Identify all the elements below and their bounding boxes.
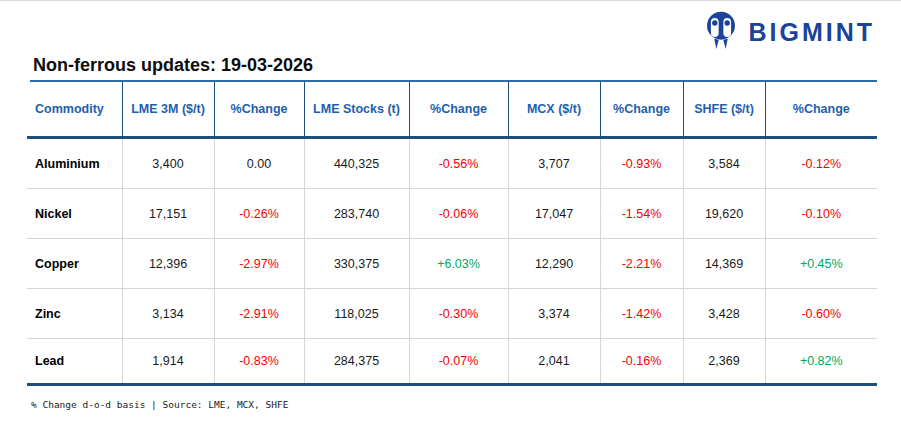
col-header-shfe: SHFE ($/t) [683, 82, 765, 138]
page-title: Non-ferrous updates: 19-03-2026 [33, 55, 313, 76]
report-page: BIGMINT Non-ferrous updates: 19-03-2026 … [0, 0, 901, 424]
shfe-change-cell: -0.60% [765, 289, 877, 339]
lme-stocks-cell: 284,375 [304, 339, 409, 385]
lme-stocks-change-cell: +6.03% [409, 239, 508, 289]
shfe-cell: 14,369 [683, 239, 765, 289]
lme-stocks-cell: 330,375 [304, 239, 409, 289]
shfe-cell: 3,428 [683, 289, 765, 339]
shfe-cell: 19,620 [683, 189, 765, 239]
lme-3m-cell: 3,400 [122, 138, 214, 189]
commodity-cell: Zinc [27, 289, 122, 339]
col-header-lme-3m-change: %Change [214, 82, 304, 138]
table-row-zinc: Zinc 3,134 -2.91% 118,025 -0.30% 3,374 -… [27, 289, 877, 339]
nonferrous-table: Commodity LME 3M ($/t) %Change LME Stock… [27, 82, 877, 386]
commodity-cell: Nickel [27, 189, 122, 239]
shfe-change-cell: +0.45% [765, 239, 877, 289]
lme-stocks-cell: 118,025 [304, 289, 409, 339]
lme-3m-change-cell: 0.00 [214, 138, 304, 189]
col-header-lme-stocks: LME Stocks (t) [304, 82, 409, 138]
lme-3m-cell: 1,914 [122, 339, 214, 385]
commodity-cell: Copper [27, 239, 122, 289]
table-row-aluminium: Aluminium 3,400 0.00 440,325 -0.56% 3,70… [27, 138, 877, 189]
mcx-change-cell: -1.42% [600, 289, 683, 339]
table-row-lead: Lead 1,914 -0.83% 284,375 -0.07% 2,041 -… [27, 339, 877, 385]
lme-3m-change-cell: -2.97% [214, 239, 304, 289]
shfe-cell: 2,369 [683, 339, 765, 385]
header-row: Commodity LME 3M ($/t) %Change LME Stock… [27, 82, 877, 138]
mcx-change-cell: -1.54% [600, 189, 683, 239]
shfe-change-cell: +0.82% [765, 339, 877, 385]
lme-3m-cell: 12,396 [122, 239, 214, 289]
lme-stocks-cell: 283,740 [304, 189, 409, 239]
source-note: % Change d-o-d basis | Source: LME, MCX,… [31, 399, 288, 410]
lme-3m-change-cell: -0.26% [214, 189, 304, 239]
col-header-mcx: MCX ($/t) [508, 82, 600, 138]
shfe-change-cell: -0.10% [765, 189, 877, 239]
col-header-shfe-change: %Change [765, 82, 877, 138]
lme-stocks-change-cell: -0.06% [409, 189, 508, 239]
mcx-cell: 2,041 [508, 339, 600, 385]
lme-3m-change-cell: -2.91% [214, 289, 304, 339]
commodity-cell: Aluminium [27, 138, 122, 189]
lme-stocks-change-cell: -0.56% [409, 138, 508, 189]
col-header-mcx-change: %Change [600, 82, 683, 138]
table-row-copper: Copper 12,396 -2.97% 330,375 +6.03% 12,2… [27, 239, 877, 289]
lme-stocks-change-cell: -0.30% [409, 289, 508, 339]
bigmint-logo: BIGMINT [703, 11, 875, 53]
bigmint-owl-icon [703, 11, 739, 53]
col-header-lme-stocks-change: %Change [409, 82, 508, 138]
table-row-nickel: Nickel 17,151 -0.26% 283,740 -0.06% 17,0… [27, 189, 877, 239]
lme-stocks-cell: 440,325 [304, 138, 409, 189]
lme-3m-change-cell: -0.83% [214, 339, 304, 385]
mcx-cell: 12,290 [508, 239, 600, 289]
mcx-cell: 3,707 [508, 138, 600, 189]
bigmint-logo-text: BIGMINT [748, 18, 875, 47]
mcx-cell: 3,374 [508, 289, 600, 339]
mcx-change-cell: -0.16% [600, 339, 683, 385]
mcx-change-cell: -2.21% [600, 239, 683, 289]
lme-3m-cell: 17,151 [122, 189, 214, 239]
col-header-commodity: Commodity [27, 82, 122, 138]
mcx-change-cell: -0.93% [600, 138, 683, 189]
shfe-change-cell: -0.12% [765, 138, 877, 189]
mcx-cell: 17,047 [508, 189, 600, 239]
commodity-cell: Lead [27, 339, 122, 385]
lme-3m-cell: 3,134 [122, 289, 214, 339]
col-header-lme-3m: LME 3M ($/t) [122, 82, 214, 138]
lme-stocks-change-cell: -0.07% [409, 339, 508, 385]
shfe-cell: 3,584 [683, 138, 765, 189]
